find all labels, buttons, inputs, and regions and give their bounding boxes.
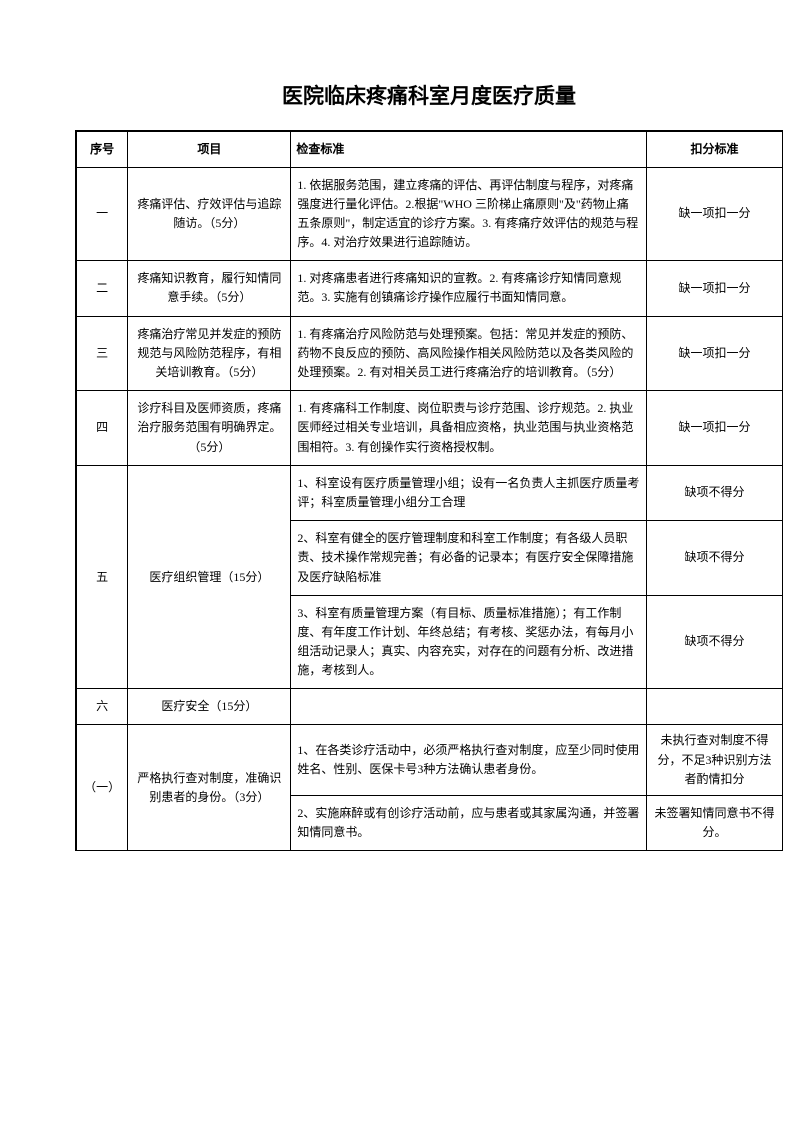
table-row: 三 疼痛治疗常见并发症的预防规范与风险防范程序，有相关培训教育。（5分） 1. … — [76, 316, 783, 391]
row-deduct: 缺项不得分 — [647, 595, 783, 689]
row-num: 四 — [76, 391, 128, 466]
row-standard: 1. 对疼痛患者进行疼痛知识的宣教。2. 有疼痛诊疗知情同意规范。3. 实施有创… — [291, 261, 647, 316]
row-item: 诊疗科目及医师资质，疼痛治疗服务范围有明确界定。（5分） — [128, 391, 291, 466]
table-row: 六 医疗安全（15分） — [76, 689, 783, 725]
row-standard: 2、实施麻醉或有创诊疗活动前，应与患者或其家属沟通，并签署知情同意书。 — [291, 796, 647, 851]
row-num: 三 — [76, 316, 128, 391]
row-item: 疼痛知识教育，履行知情同意手续。（5分） — [128, 261, 291, 316]
header-standard: 检查标准 — [291, 131, 647, 167]
quality-table: 序号 项目 检查标准 扣分标准 一 疼痛评估、疗效评估与追踪随访。（5分） 1.… — [75, 130, 783, 851]
row-deduct: 缺一项扣一分 — [647, 391, 783, 466]
table-row: 二 疼痛知识教育，履行知情同意手续。（5分） 1. 对疼痛患者进行疼痛知识的宣教… — [76, 261, 783, 316]
row-deduct: 缺一项扣一分 — [647, 261, 783, 316]
row-item: 医疗组织管理（15分） — [128, 465, 291, 689]
header-row: 序号 项目 检查标准 扣分标准 — [76, 131, 783, 167]
row-deduct: 缺一项扣一分 — [647, 316, 783, 391]
row-item: 医疗安全（15分） — [128, 689, 291, 725]
table-row: 四 诊疗科目及医师资质，疼痛治疗服务范围有明确界定。（5分） 1. 有疼痛科工作… — [76, 391, 783, 466]
row-deduct: 未签署知情同意书不得分。 — [647, 796, 783, 851]
row-deduct — [647, 689, 783, 725]
table-row: （一） 严格执行查对制度，准确识别患者的身份。（3分） 1、在各类诊疗活动中，必… — [76, 725, 783, 796]
row-num: 二 — [76, 261, 128, 316]
header-deduct: 扣分标准 — [647, 131, 783, 167]
row-num: （一） — [76, 725, 128, 851]
row-item: 疼痛评估、疗效评估与追踪随访。（5分） — [128, 167, 291, 261]
row-standard: 1. 有疼痛治疗风险防范与处理预案。包括：常见并发症的预防、药物不良反应的预防、… — [291, 316, 647, 391]
row-deduct: 未执行查对制度不得分，不足3种识别方法者酌情扣分 — [647, 725, 783, 796]
table-row: 一 疼痛评估、疗效评估与追踪随访。（5分） 1. 依据服务范围，建立疼痛的评估、… — [76, 167, 783, 261]
row-item: 严格执行查对制度，准确识别患者的身份。（3分） — [128, 725, 291, 851]
table-row: 五 医疗组织管理（15分） 1、科室设有医疗质量管理小组；设有一名负责人主抓医疗… — [76, 465, 783, 520]
row-standard: 2、科室有健全的医疗管理制度和科室工作制度；有各级人员职责、技术操作常规完善；有… — [291, 521, 647, 596]
header-num: 序号 — [76, 131, 128, 167]
row-deduct: 缺项不得分 — [647, 521, 783, 596]
row-standard: 1、在各类诊疗活动中，必须严格执行查对制度，应至少同时使用姓名、性别、医保卡号3… — [291, 725, 647, 796]
row-standard: 1. 有疼痛科工作制度、岗位职责与诊疗范围、诊疗规范。2. 执业医师经过相关专业… — [291, 391, 647, 466]
row-standard — [291, 689, 647, 725]
row-num: 六 — [76, 689, 128, 725]
row-deduct: 缺一项扣一分 — [647, 167, 783, 261]
row-standard: 3、科室有质量管理方案（有目标、质量标准措施）；有工作制度、有年度工作计划、年终… — [291, 595, 647, 689]
row-standard: 1. 依据服务范围，建立疼痛的评估、再评估制度与程序，对疼痛强度进行量化评估。2… — [291, 167, 647, 261]
header-item: 项目 — [128, 131, 291, 167]
row-item: 疼痛治疗常见并发症的预防规范与风险防范程序，有相关培训教育。（5分） — [128, 316, 291, 391]
row-standard: 1、科室设有医疗质量管理小组；设有一名负责人主抓医疗质量考评；科室质量管理小组分… — [291, 465, 647, 520]
row-deduct: 缺项不得分 — [647, 465, 783, 520]
row-num: 一 — [76, 167, 128, 261]
row-num: 五 — [76, 465, 128, 689]
page-title: 医院临床疼痛科室月度医疗质量 — [75, 80, 783, 110]
